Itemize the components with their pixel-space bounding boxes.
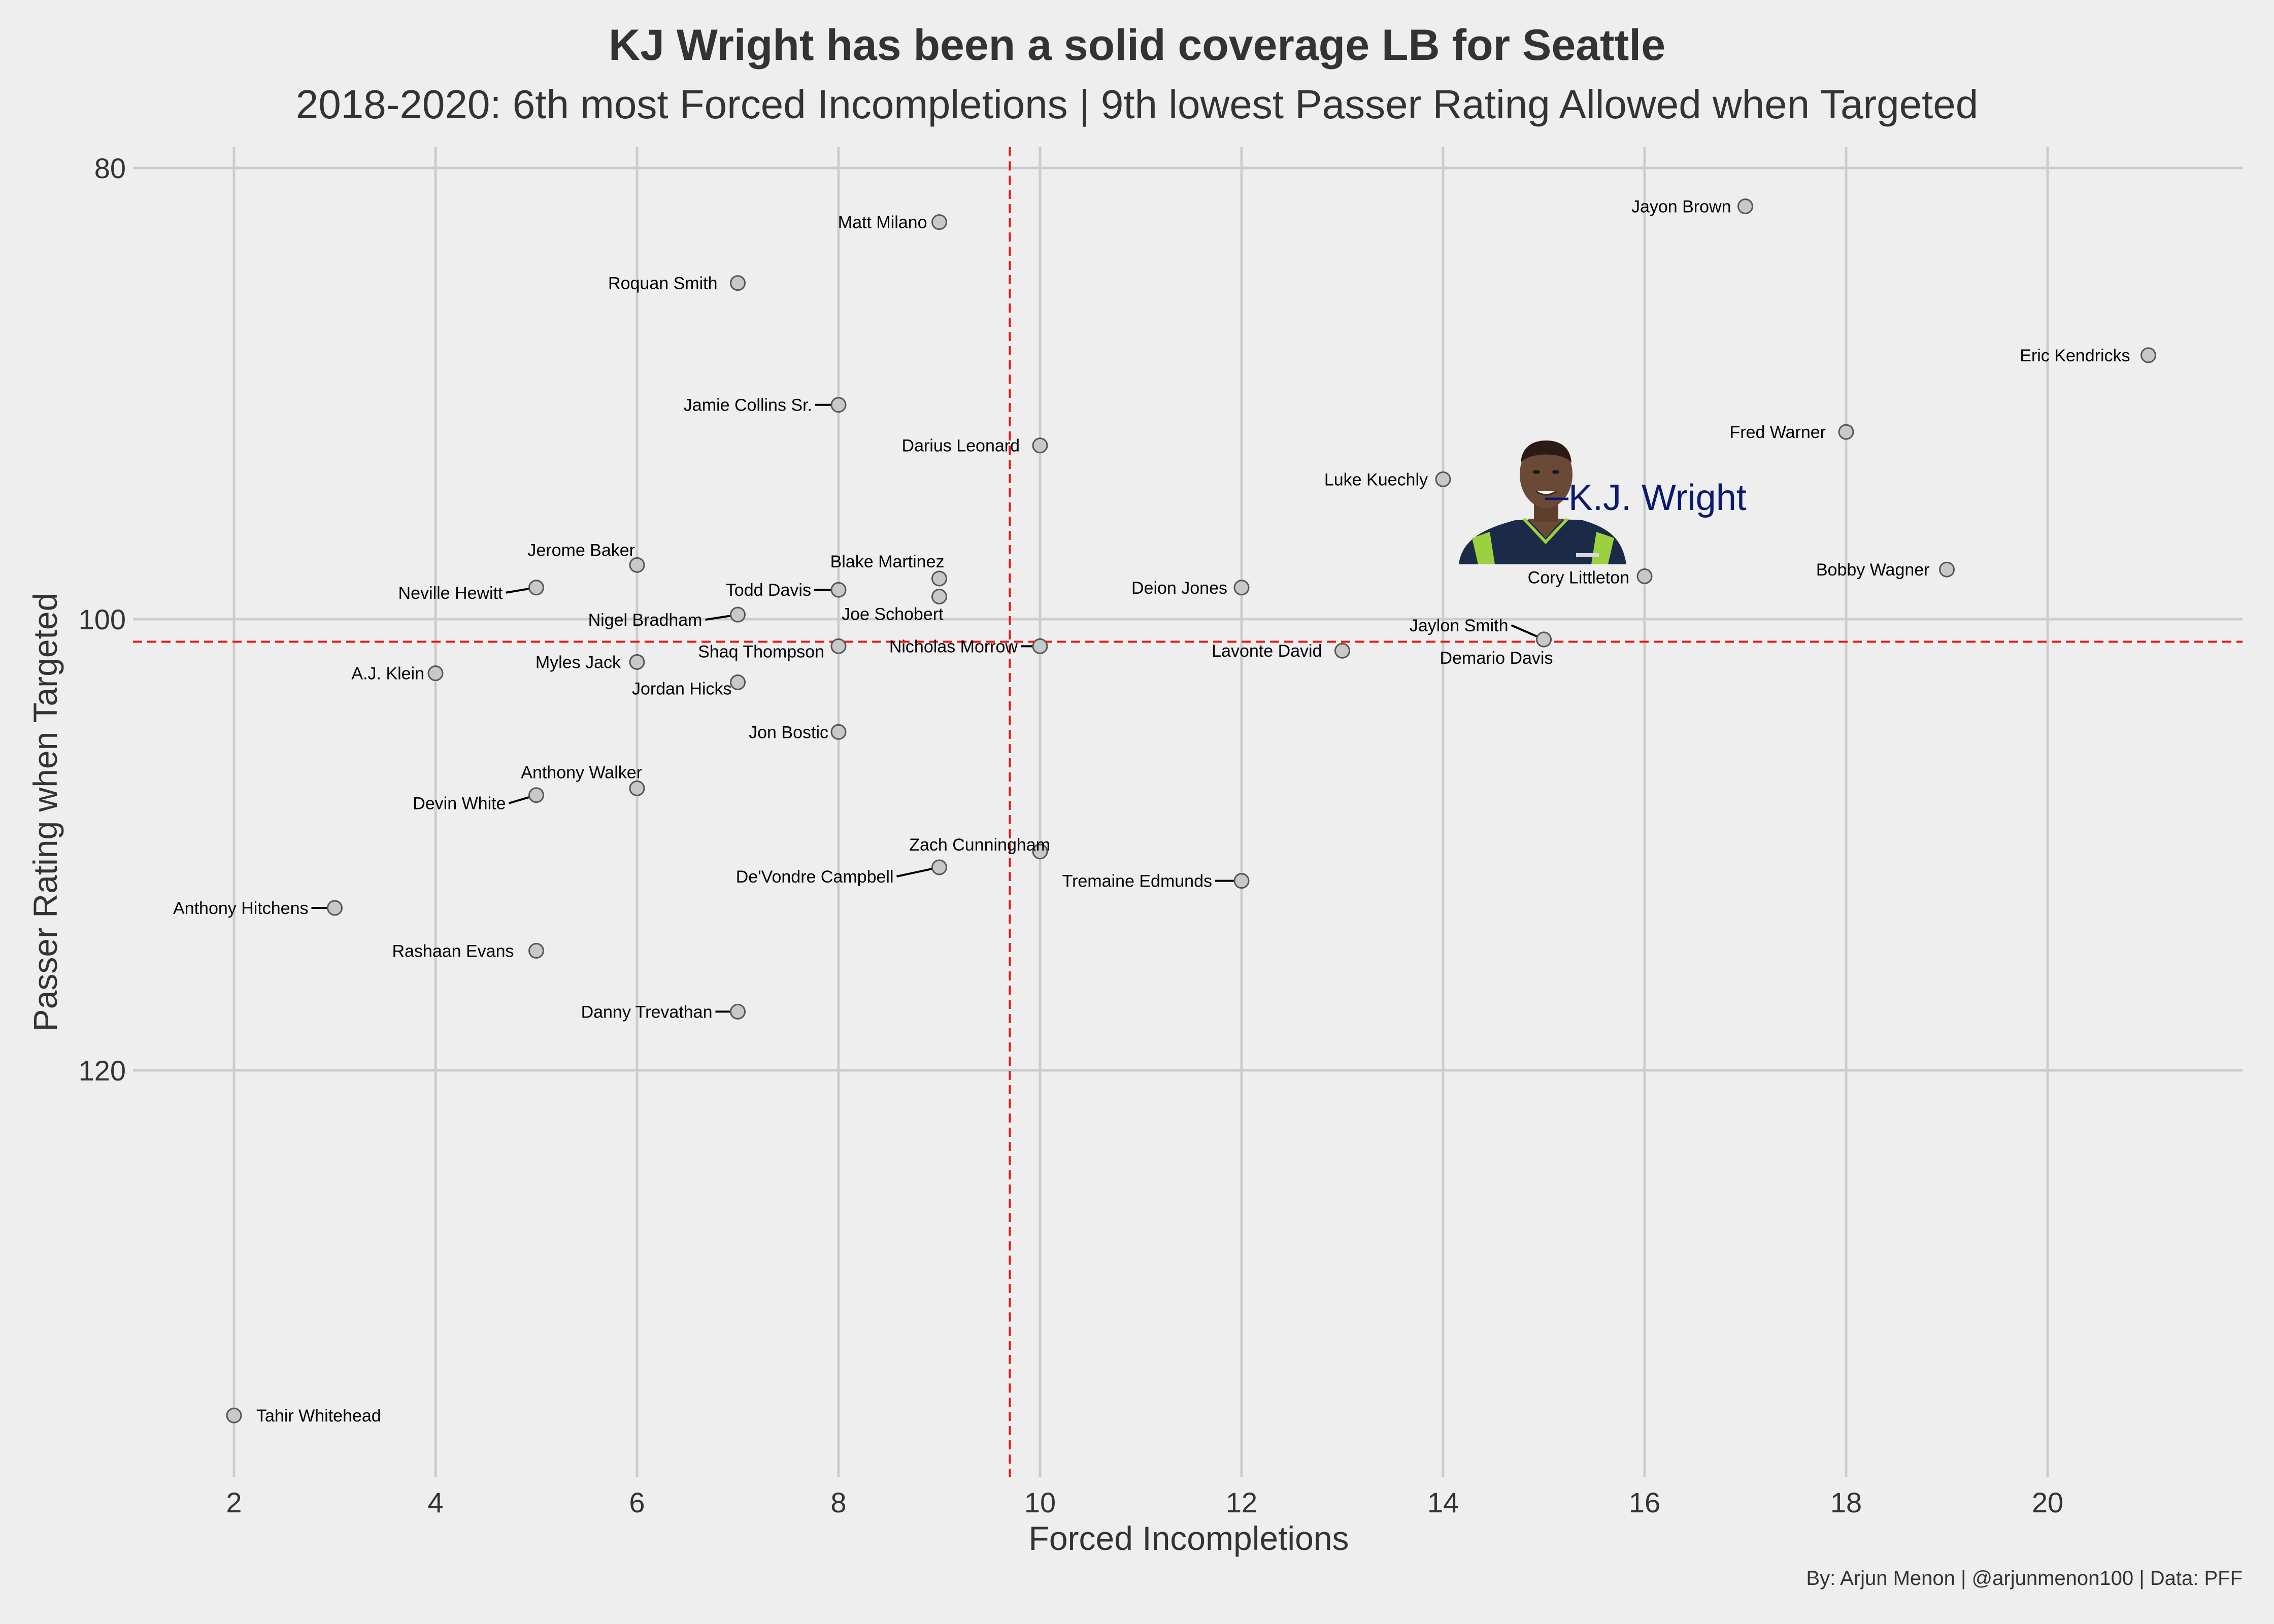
grid-lines xyxy=(133,147,2243,1477)
data-point xyxy=(830,582,847,598)
data-point xyxy=(1939,561,1955,578)
data-point xyxy=(730,606,746,623)
data-point xyxy=(1536,631,1552,648)
data-point xyxy=(931,570,947,587)
point-label: Darius Leonard xyxy=(902,436,1020,456)
data-point xyxy=(528,580,544,596)
point-label: Matt Milano xyxy=(838,213,927,232)
point-label: Luke Kuechly xyxy=(1324,470,1428,489)
data-point xyxy=(427,665,444,682)
x-axis-title: Forced Incompletions xyxy=(1029,1519,1349,1557)
x-tick-label: 14 xyxy=(1427,1486,1459,1518)
point-label: Nicholas Morrow xyxy=(889,637,1018,656)
data-point xyxy=(1233,580,1250,596)
point-label: Todd Davis xyxy=(726,581,811,600)
x-tick-label: 10 xyxy=(1024,1486,1056,1518)
y-tick-label: 80 xyxy=(94,152,126,184)
data-point xyxy=(327,900,343,916)
point-label: Anthony Hitchens xyxy=(173,899,309,918)
data-point xyxy=(1838,424,1854,440)
point-label: Eric Kendricks xyxy=(2020,346,2130,365)
point-label: Deion Jones xyxy=(1131,579,1227,598)
data-point xyxy=(2141,347,2156,363)
data-point xyxy=(1435,471,1451,487)
data-point xyxy=(931,589,947,605)
data-point xyxy=(830,638,847,654)
data-point xyxy=(528,787,544,803)
point-label: Jamie Collins Sr. xyxy=(684,396,812,415)
x-tick-label: 6 xyxy=(629,1486,645,1518)
point-label: De'Vondre Campbell xyxy=(736,867,894,887)
point-label: Jordan Hicks xyxy=(632,679,732,698)
point-label: Rashaan Evans xyxy=(392,941,514,961)
data-point xyxy=(1334,642,1350,659)
chart-title: KJ Wright has been a solid coverage LB f… xyxy=(608,21,1666,70)
y-tick-label: 120 xyxy=(79,1055,126,1087)
chart-subtitle: 2018-2020: 6th most Forced Incompletions… xyxy=(295,82,1979,127)
highlight-label: K.J. Wright xyxy=(1568,478,1747,518)
data-point xyxy=(1032,437,1048,454)
player-headshot-image xyxy=(1459,441,1626,564)
point-label: Cory Littleton xyxy=(1528,568,1629,588)
label-leader-lines xyxy=(311,403,1545,1013)
highlight-player: K.J. Wright xyxy=(1459,441,1747,564)
point-label: A.J. Klein xyxy=(351,664,424,684)
point-label: Joe Schobert xyxy=(842,605,944,624)
data-point xyxy=(830,724,847,740)
x-tick-label: 8 xyxy=(830,1486,846,1518)
data-point xyxy=(1636,568,1653,585)
x-tick-label: 4 xyxy=(427,1486,443,1518)
point-label: Myles Jack xyxy=(536,653,621,672)
data-point xyxy=(830,397,847,413)
point-label: Fred Warner xyxy=(1729,423,1826,442)
data-point xyxy=(730,1003,746,1020)
point-label: Jerome Baker xyxy=(527,540,635,560)
point-label: Roquan Smith xyxy=(608,274,717,293)
data-point xyxy=(730,674,746,690)
axis-ticks: 2 4 6 8 10 12 14 16 18 20 80 100 120 xyxy=(79,152,2064,1518)
point-label: Anthony Walker xyxy=(521,763,642,782)
point-label: Lavonte David xyxy=(1212,641,1322,661)
y-axis-title: Passer Rating when Targeted xyxy=(26,593,64,1032)
data-point xyxy=(629,557,645,573)
x-tick-label: 20 xyxy=(2032,1486,2063,1518)
point-labels: Jayon Brown Matt Milano Roquan Smith Eric K… xyxy=(173,197,2130,1426)
data-point xyxy=(1032,843,1048,860)
data-point xyxy=(226,1407,242,1424)
point-label: Jaylon Smith xyxy=(1410,616,1509,635)
point-label: Tremaine Edmunds xyxy=(1062,872,1212,891)
data-point xyxy=(730,275,746,291)
data-point xyxy=(1233,873,1250,889)
point-label: Zach Cunningham xyxy=(909,835,1050,855)
point-label: Shaq Thompson xyxy=(698,642,824,661)
data-point xyxy=(1032,638,1048,654)
x-tick-label: 18 xyxy=(1830,1486,1862,1518)
point-label: Devin White xyxy=(413,794,506,814)
point-label: Blake Martinez xyxy=(830,552,945,571)
point-label: Danny Trevathan xyxy=(581,1002,713,1022)
data-point xyxy=(931,214,947,230)
data-point xyxy=(629,654,645,670)
chart-caption: By: Arjun Menon | @arjunmenon100 | Data:… xyxy=(1806,1567,2243,1589)
data-point xyxy=(931,859,947,875)
point-label: Bobby Wagner xyxy=(1816,560,1930,580)
point-label: Demario Davis xyxy=(1440,649,1553,668)
data-points xyxy=(226,198,2156,1424)
x-tick-label: 16 xyxy=(1629,1486,1660,1518)
y-tick-label: 100 xyxy=(79,603,126,635)
point-label: Neville Hewitt xyxy=(398,584,503,603)
point-label: Jon Bostic xyxy=(749,723,828,742)
point-label: Nigel Bradham xyxy=(588,611,703,630)
data-point xyxy=(1737,198,1753,215)
point-label: Tahir Whitehead xyxy=(256,1406,381,1426)
x-tick-label: 12 xyxy=(1226,1486,1257,1518)
x-tick-label: 2 xyxy=(226,1486,242,1518)
reference-lines xyxy=(133,147,2243,1477)
data-point xyxy=(528,942,544,959)
point-label: Jayon Brown xyxy=(1631,197,1731,217)
data-point xyxy=(629,780,645,796)
